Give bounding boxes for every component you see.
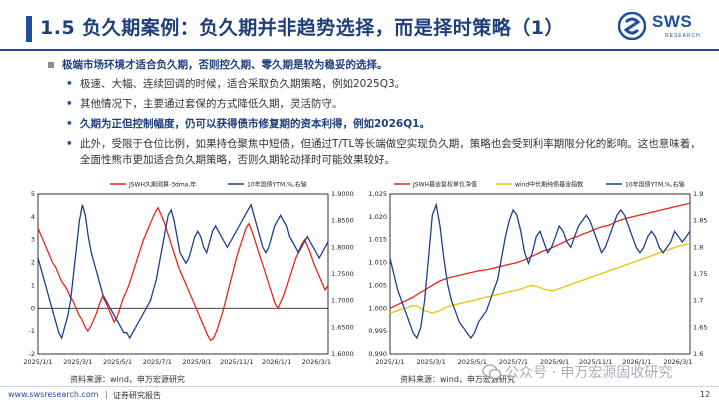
y-right-tick-label: 1.6500: [331, 323, 354, 331]
sws-logo-icon: [618, 12, 646, 40]
bullet-sub-1-text: 极速、大幅、连续回调的时候，适合采取负久期策略，例如2025Q3。: [80, 78, 406, 90]
x-tick-label: 2025/7/1: [143, 358, 172, 366]
y-left-tick-label: 0: [31, 304, 35, 312]
legend-label-2: wind中长期纯债基金指数: [515, 181, 583, 189]
bullet-sub-3-text: 久期为正但控制幅度，仍可以获得债市修复期的资本利得，例如2026Q1。: [80, 118, 430, 130]
y-right-tick-label: 1.6000: [331, 350, 354, 358]
y-left-tick-label: 2: [31, 259, 35, 267]
x-tick-label: 2025/9/1: [540, 358, 569, 366]
footer-separator: [106, 391, 107, 399]
y-left-tick-label: 1.010: [368, 259, 387, 267]
x-tick-label: 2025/5/1: [458, 358, 487, 366]
x-tick-label: 2025/11/1: [220, 358, 253, 366]
y-right-tick-label: 1.7: [693, 297, 703, 305]
y-right-tick-label: 1.7000: [331, 297, 354, 305]
wechat-icon: [482, 364, 502, 380]
logo-subtext: RESEARCH: [665, 33, 701, 39]
chart-left-source: 资料来源：wind，申万宏源研究: [70, 375, 185, 384]
x-tick-label: 2025/3/1: [417, 358, 446, 366]
y-left-tick-label: 1.015: [368, 236, 387, 244]
x-tick-label: 2025/5/1: [103, 358, 132, 366]
y-right-tick-label: 1.85: [693, 217, 707, 225]
bullet-dot: •: [66, 78, 73, 90]
title-divider: [0, 49, 719, 51]
logo-text: SWS: [652, 12, 693, 31]
legend-label-3: 10年国债YTM,%,右轴: [625, 181, 685, 189]
x-tick-label: 2026/1/1: [622, 358, 651, 366]
bullet-sub-4: • 此外，受限于仓位比例，如果持仓聚焦中短债，但通过T/TL等长端做空实现负久期，…: [48, 136, 708, 168]
footer-divider: [0, 386, 719, 387]
x-tick-label: 2025/1/1: [23, 358, 52, 366]
bullet-sub-2: • 其他情况下，主要通过套保的方式降低久期，灵活防守。: [48, 96, 708, 112]
footer-note: 证券研究报告: [113, 391, 161, 400]
series-line-1: [389, 202, 691, 309]
bullet-sub-3: • 久期为正但控制幅度，仍可以获得债市修复期的资本利得，例如2026Q1。: [48, 116, 708, 132]
bullet-sub-4-text: 此外，受限于仓位比例，如果持仓聚焦中短债，但通过T/TL等长端做空实现负久期，策…: [80, 138, 701, 166]
y-right-tick-label: 1.8500: [331, 217, 354, 225]
y-left-tick-label: 1: [31, 281, 35, 289]
watermark: 公众号 · 申万宏源固收研究: [505, 365, 673, 381]
title-accent-bar: [26, 16, 32, 42]
y-right-tick-label: 1.9000: [331, 190, 354, 198]
y-left-tick-label: -2: [29, 350, 35, 358]
bullet-sub-2-text: 其他情况下，主要通过套保的方式降低久期，灵活防守。: [80, 98, 343, 110]
y-right-tick-label: 1.8000: [331, 243, 354, 251]
legend-label-1: JSWH基金复权单位净值: [412, 181, 477, 189]
x-tick-label: 2026/1/1: [262, 358, 291, 366]
y-left-tick-label: 0.995: [368, 327, 387, 335]
x-tick-label: 2026/3/1: [302, 358, 331, 366]
plot-frame: [389, 193, 691, 355]
page-number: 12: [700, 390, 711, 399]
series-line-1: [37, 206, 329, 342]
bullet-dot: •: [66, 118, 73, 130]
y-right-tick-label: 1.8: [693, 243, 703, 251]
x-tick-label: 2026/3/1: [663, 358, 692, 366]
y-left-tick-label: 1.000: [368, 304, 387, 312]
bullet-dot: •: [66, 138, 73, 150]
y-left-tick-label: 1.005: [368, 281, 387, 289]
y-right-tick-label: 1.9: [693, 190, 703, 198]
x-tick-label: 2025/9/1: [182, 358, 211, 366]
y-right-tick-label: 1.65: [693, 323, 707, 331]
y-left-tick-label: 3: [31, 236, 35, 244]
sws-logo: SWS RESEARCH: [618, 10, 712, 46]
x-tick-label: 2025/11/1: [579, 358, 612, 366]
series-line-3: [389, 202, 691, 340]
bullet-list: 极端市场环境才适合负久期，否则控久期、零久期是较为稳妥的选择。 • 极速、大幅、连…: [48, 57, 708, 172]
page-title: 1.5 负久期案例：负久期并非趋势选择，而是择时策略（1）: [40, 17, 564, 39]
y-left-tick-label: 4: [31, 213, 35, 221]
bullet-dot: •: [66, 98, 73, 110]
footer-url[interactable]: www.swsresearch.com: [8, 390, 99, 399]
title-bar: 1.5 负久期案例：负久期并非趋势选择，而是择时策略（1） SWS RESEAR…: [0, 0, 719, 56]
y-left-tick-label: 1.020: [368, 213, 387, 221]
series-line-2: [37, 203, 329, 340]
x-tick-label: 2025/3/1: [63, 358, 92, 366]
x-tick-label: 2025/1/1: [375, 358, 404, 366]
legend-label-1: JSWH久期测算-3dma,年: [128, 181, 196, 189]
legend-label-2: 10年国债YTM,%,右轴: [247, 181, 307, 189]
duration-chart: -2 -1 0 1 2 3 4 5 1.6000 1.6500 1.7000 1.7500 1.8000…: [10, 172, 355, 372]
y-right-tick-label: 1.7500: [331, 270, 354, 278]
y-right-tick-label: 1.75: [693, 270, 707, 278]
y-left-tick-label: -1: [29, 327, 35, 335]
y-right-tick-label: 1.6: [693, 350, 703, 358]
y-left-tick-label: 0.990: [368, 350, 387, 358]
bullet-main: 极端市场环境才适合负久期，否则控久期、零久期是较为稳妥的选择。: [48, 57, 708, 73]
plot-frame: [37, 193, 329, 355]
x-tick-label: 2025/7/1: [499, 358, 528, 366]
chart-right-source: 资料来源：wind，申万宏源研究: [400, 375, 515, 384]
y-left-tick-label: 1.025: [368, 190, 387, 198]
bullet-sub-1: • 极速、大幅、连续回调的时候，适合采取负久期策略，例如2025Q3。: [48, 76, 708, 92]
y-left-tick-label: 5: [31, 190, 35, 198]
series-line-2: [389, 242, 691, 314]
nav-chart: 0.990 0.995 1.000 1.005 1.010 1.015 1.020 1.025…: [362, 172, 712, 372]
